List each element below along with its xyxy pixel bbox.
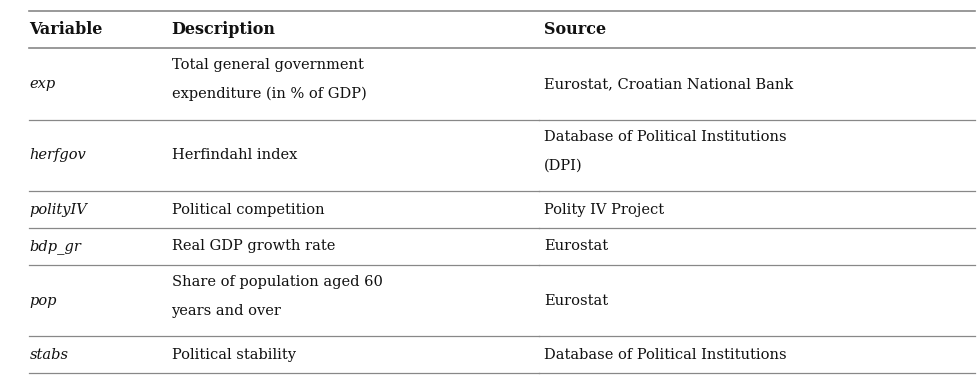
Text: stabs: stabs <box>29 348 69 362</box>
Text: Variable: Variable <box>29 21 103 38</box>
Text: expenditure (in % of GDP): expenditure (in % of GDP) <box>172 87 367 101</box>
Text: Total general government: Total general government <box>172 58 364 72</box>
Text: Database of Political Institutions: Database of Political Institutions <box>544 348 787 362</box>
Text: Eurostat, Croatian National Bank: Eurostat, Croatian National Bank <box>544 77 793 91</box>
Text: Political competition: Political competition <box>172 202 324 216</box>
Text: years and over: years and over <box>172 303 281 317</box>
Text: Herfindahl index: Herfindahl index <box>172 148 297 162</box>
Text: Share of population aged 60: Share of population aged 60 <box>172 275 382 289</box>
Text: Eurostat: Eurostat <box>544 294 608 308</box>
Text: (DPI): (DPI) <box>544 158 582 172</box>
Text: Database of Political Institutions: Database of Political Institutions <box>544 130 787 144</box>
Text: Source: Source <box>544 21 606 38</box>
Text: bdp_gr: bdp_gr <box>29 239 81 254</box>
Text: Political stability: Political stability <box>172 348 296 362</box>
Text: herfgov: herfgov <box>29 148 86 162</box>
Text: Polity IV Project: Polity IV Project <box>544 202 664 216</box>
Text: pop: pop <box>29 294 57 308</box>
Text: Eurostat: Eurostat <box>544 239 608 253</box>
Text: polityIV: polityIV <box>29 202 87 216</box>
Text: Description: Description <box>172 21 275 38</box>
Text: exp: exp <box>29 77 56 91</box>
Text: Real GDP growth rate: Real GDP growth rate <box>172 239 335 253</box>
